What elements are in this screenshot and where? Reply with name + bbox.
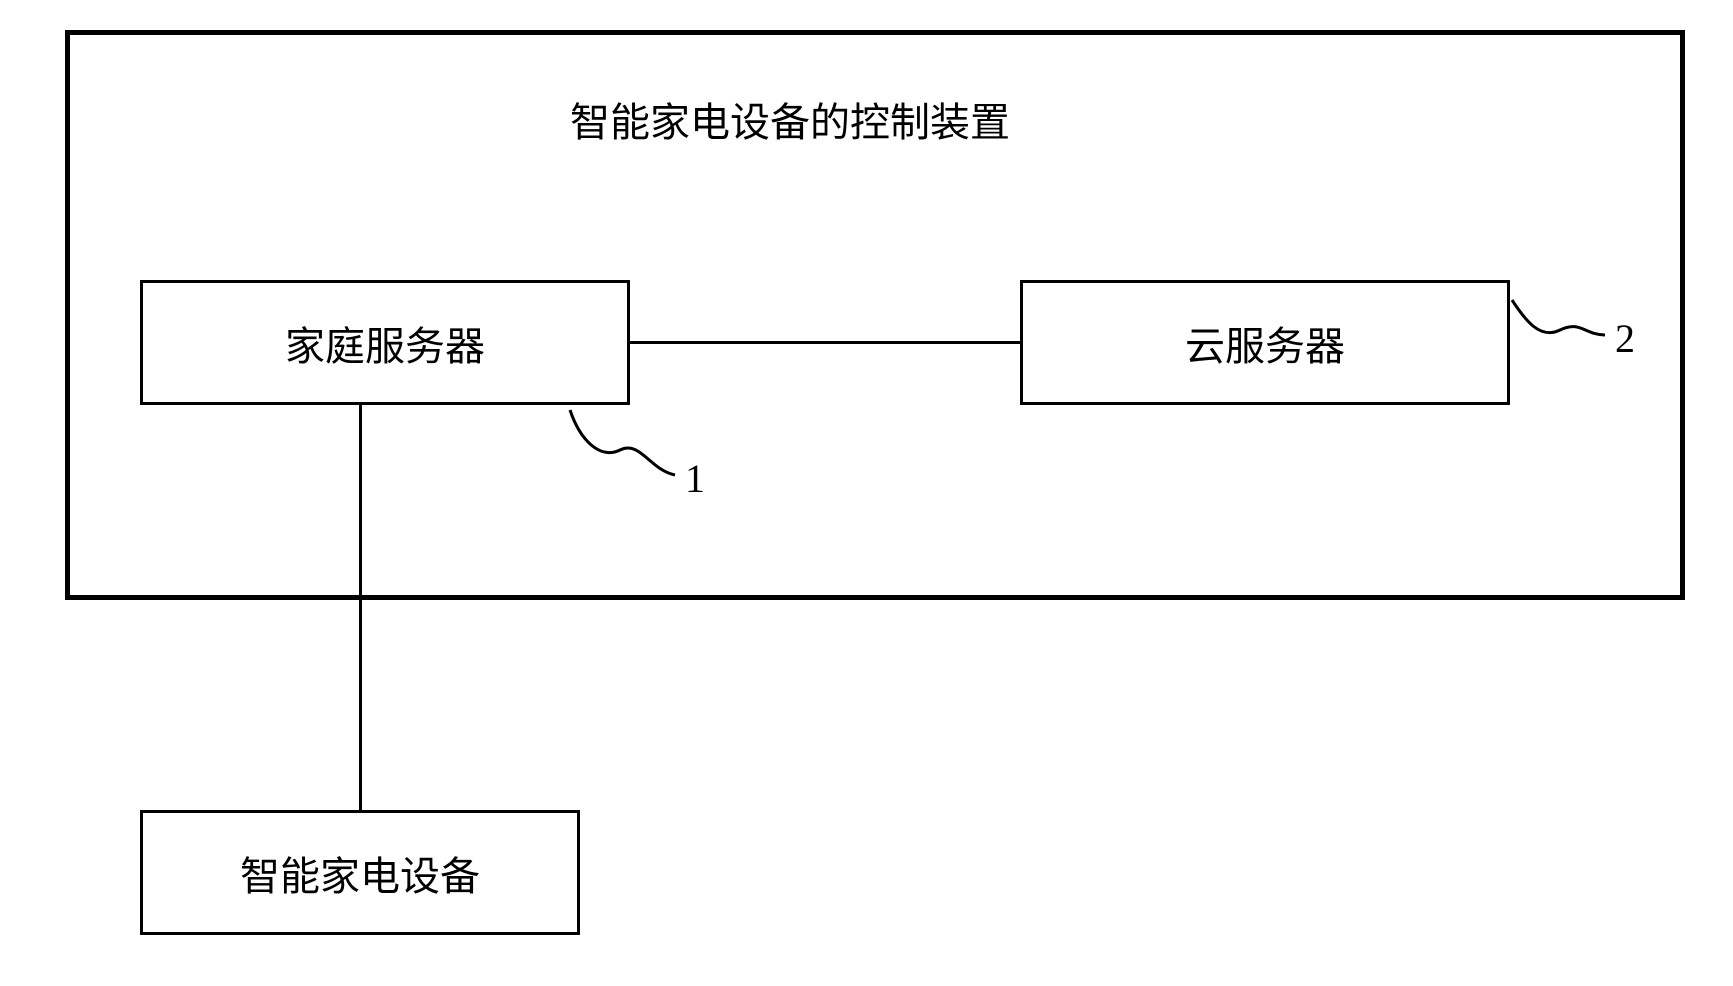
diagram-canvas: 智能家电设备的控制装置 家庭服务器 云服务器 智能家电设备 1 2 bbox=[0, 0, 1733, 986]
callout-2-label: 2 bbox=[1615, 315, 1635, 362]
callout-2-lead bbox=[0, 0, 1733, 986]
